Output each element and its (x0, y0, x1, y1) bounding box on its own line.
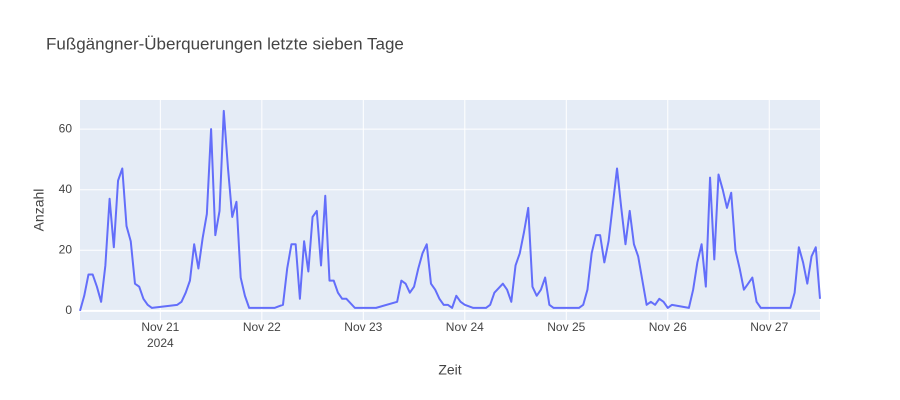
x-tick-label: Nov 25 (547, 320, 585, 334)
labels: 0 20 40 60 Nov 21 2024 Nov 22 Nov 23 Nov 24 Nov 2… (59, 121, 789, 350)
y-tick-label: 20 (59, 242, 73, 256)
x-tick-label: Nov 23 (344, 320, 382, 334)
marks (79, 109, 821, 312)
x-tick-label: Nov 27 (750, 320, 788, 334)
x-tick-year: 2024 (147, 336, 174, 350)
line (79, 109, 821, 312)
x-axis-label: Zeit (438, 362, 461, 378)
y-axis-label: Anzahl (31, 189, 47, 232)
y-tick-label: 0 (65, 303, 72, 317)
x-tick-label: Nov 26 (649, 320, 687, 334)
y-tick-label: 60 (59, 121, 73, 135)
plot-area (80, 100, 820, 320)
grid (80, 100, 820, 320)
x-tick-label: Nov 22 (243, 320, 281, 334)
x-tick-label: Nov 24 (446, 320, 484, 334)
x-tick-label: Nov 21 (141, 320, 179, 334)
chart-title: Fußgängner-Überquerungen letzte sieben T… (46, 34, 404, 53)
y-tick-label: 40 (59, 182, 73, 196)
